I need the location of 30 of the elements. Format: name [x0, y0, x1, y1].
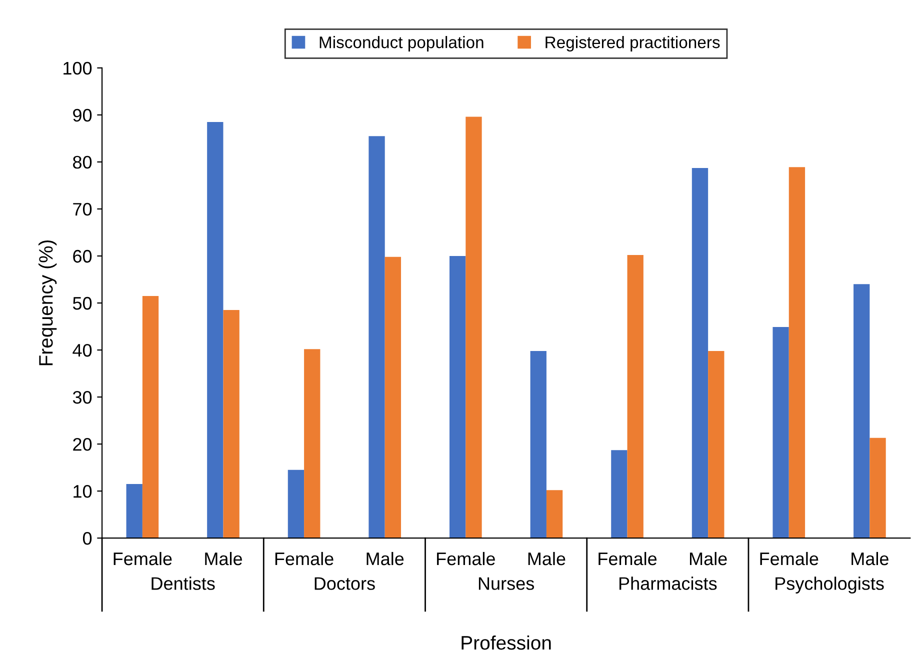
x-tick-label: Female — [760, 552, 818, 566]
y-tick-label: 10 — [74, 484, 92, 498]
y-axis-title: Frequency (%) — [38, 240, 57, 366]
x-tick-label: Male — [852, 552, 888, 566]
x-tick-label: Male — [528, 552, 566, 566]
y-tick-label: 60 — [73, 250, 92, 263]
text: Pharmacists — [619, 576, 717, 590]
legend-label: Misconduct population — [320, 36, 484, 52]
y-tick-label: 90 — [73, 108, 92, 122]
x-tick-label: Male — [690, 552, 727, 566]
y-tick-label: 70 — [73, 202, 92, 216]
text: Psychologists — [776, 576, 884, 594]
x-tick-label: Female — [437, 552, 495, 566]
x-tick-label: Female — [275, 552, 334, 566]
x-tick-label: Male — [205, 552, 242, 566]
x-tick-label: Female — [114, 552, 172, 566]
y-tick-label: 40 — [72, 344, 92, 357]
x-axis-title: Profession — [462, 635, 551, 650]
text: Dentists — [152, 576, 215, 590]
y-tick-label: 50 — [72, 296, 92, 310]
text: Doctors — [314, 577, 375, 590]
x-tick-label: Male — [366, 552, 404, 566]
y-tick-label: 80 — [73, 156, 92, 169]
legend-label: Registered practitioners — [546, 36, 720, 52]
y-tick-label: 20 — [73, 438, 92, 451]
x-tick-label: Female — [598, 552, 657, 566]
y-tick-label: 30 — [72, 390, 92, 404]
y-tick-label: 0 — [82, 532, 92, 545]
y-tick-label: 100 — [64, 62, 92, 75]
text: Nurses — [478, 577, 534, 590]
